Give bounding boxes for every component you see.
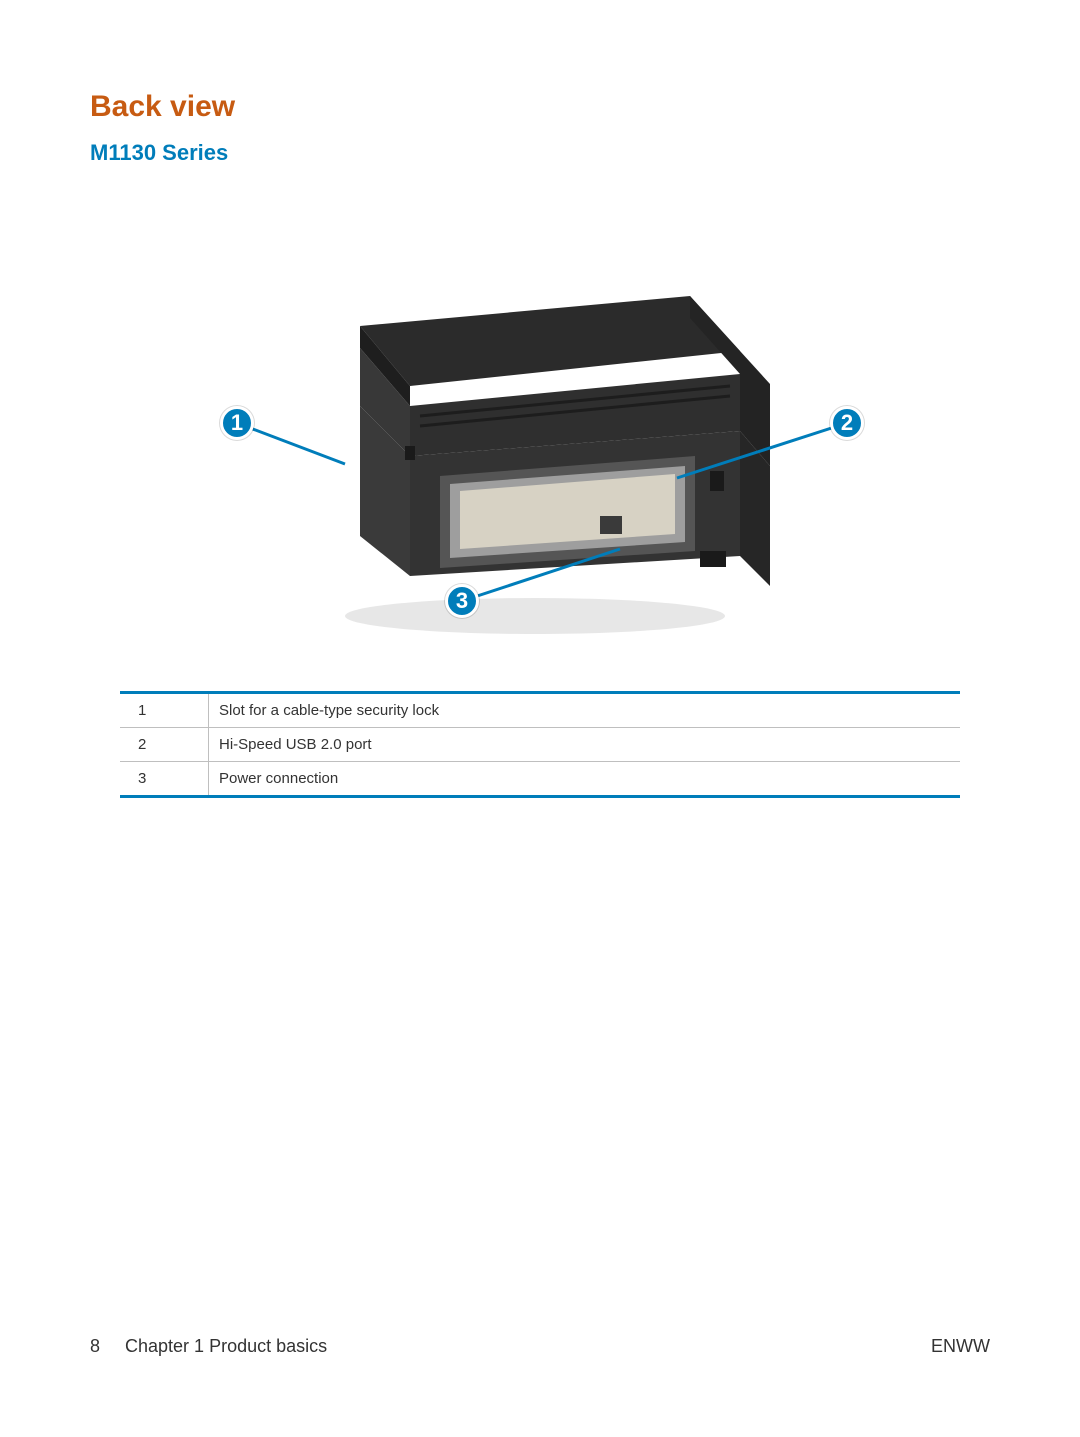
row-description: Slot for a cable-type security lock	[209, 693, 961, 728]
parts-table: 1Slot for a cable-type security lock2Hi-…	[120, 691, 960, 798]
main-heading: Back view	[90, 90, 990, 124]
row-number: 1	[120, 693, 209, 728]
table-row: 2Hi-Speed USB 2.0 port	[120, 728, 960, 762]
footer-right: ENWW	[931, 1336, 990, 1357]
callout-3: 3	[445, 584, 479, 618]
printer-illustration	[300, 256, 770, 636]
sub-heading: M1130 Series	[90, 140, 990, 166]
table-row: 1Slot for a cable-type security lock	[120, 693, 960, 728]
figure-area: 1 2 3	[150, 206, 930, 666]
callout-2: 2	[830, 406, 864, 440]
row-number: 3	[120, 762, 209, 797]
row-description: Hi-Speed USB 2.0 port	[209, 728, 961, 762]
page-footer: 8 Chapter 1 Product basics ENWW	[90, 1336, 990, 1357]
page-number: 8	[90, 1336, 120, 1357]
row-description: Power connection	[209, 762, 961, 797]
row-number: 2	[120, 728, 209, 762]
chapter-label: Chapter 1 Product basics	[125, 1336, 327, 1356]
callout-1: 1	[220, 406, 254, 440]
table-row: 3Power connection	[120, 762, 960, 797]
